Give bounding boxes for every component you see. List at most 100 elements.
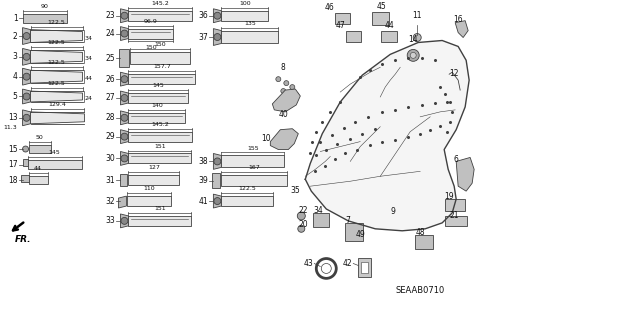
Circle shape <box>121 12 128 19</box>
Text: 140: 140 <box>151 103 163 108</box>
Text: 155: 155 <box>247 145 259 151</box>
Text: 10: 10 <box>260 134 270 143</box>
Text: 20: 20 <box>298 220 308 229</box>
Text: 6: 6 <box>453 155 458 165</box>
Bar <box>28 160 81 169</box>
Polygon shape <box>120 26 129 41</box>
Bar <box>346 31 361 42</box>
Text: 25: 25 <box>106 54 115 63</box>
Text: 40: 40 <box>278 110 288 119</box>
Text: 36: 36 <box>198 11 209 20</box>
Polygon shape <box>270 129 298 150</box>
Polygon shape <box>213 29 221 45</box>
Polygon shape <box>22 110 31 126</box>
Bar <box>221 31 278 43</box>
Text: 19: 19 <box>444 192 454 201</box>
Text: 43: 43 <box>303 259 314 268</box>
Circle shape <box>121 76 128 83</box>
Circle shape <box>121 218 128 224</box>
Text: 22: 22 <box>298 206 308 215</box>
Polygon shape <box>22 28 31 44</box>
Text: 49: 49 <box>355 230 365 239</box>
Circle shape <box>23 114 30 121</box>
Polygon shape <box>213 194 221 208</box>
Text: 145: 145 <box>152 83 164 88</box>
Polygon shape <box>31 30 83 42</box>
Text: 41: 41 <box>199 197 209 205</box>
Text: 14: 14 <box>408 35 418 44</box>
Text: 27: 27 <box>106 93 115 102</box>
Text: 47: 47 <box>335 21 345 30</box>
Polygon shape <box>455 21 468 38</box>
Text: 46: 46 <box>324 3 334 12</box>
Text: 24: 24 <box>84 96 93 101</box>
Polygon shape <box>31 70 83 83</box>
Text: 38: 38 <box>199 157 209 166</box>
Text: 11: 11 <box>412 11 422 20</box>
Circle shape <box>276 77 281 82</box>
Bar <box>129 113 186 123</box>
Text: 150: 150 <box>145 45 157 50</box>
Text: SEAAB0710: SEAAB0710 <box>396 286 445 295</box>
Bar <box>212 173 220 188</box>
Text: 48: 48 <box>415 228 425 237</box>
Polygon shape <box>31 50 83 63</box>
Text: 44: 44 <box>34 166 42 171</box>
Text: 9: 9 <box>390 207 395 216</box>
Text: 5: 5 <box>13 92 17 101</box>
Bar <box>129 74 195 84</box>
Circle shape <box>284 81 289 85</box>
Text: 150: 150 <box>155 42 166 48</box>
Circle shape <box>121 155 128 162</box>
Text: 4: 4 <box>13 72 17 81</box>
Circle shape <box>214 12 221 19</box>
Polygon shape <box>118 196 127 208</box>
Circle shape <box>407 49 419 61</box>
Text: 50: 50 <box>36 135 44 140</box>
Polygon shape <box>120 72 129 86</box>
Text: 12: 12 <box>449 69 459 78</box>
Text: 37: 37 <box>198 33 209 41</box>
Text: 21: 21 <box>449 211 459 220</box>
Text: 16: 16 <box>453 15 463 24</box>
Bar <box>129 153 191 163</box>
Text: 167: 167 <box>248 165 260 170</box>
Text: 15: 15 <box>8 145 17 153</box>
Text: 127: 127 <box>148 165 160 170</box>
Text: 44: 44 <box>84 76 93 81</box>
Polygon shape <box>120 130 129 144</box>
Bar <box>372 12 389 25</box>
Text: 122.5: 122.5 <box>47 60 65 65</box>
Text: 96.9: 96.9 <box>144 19 158 24</box>
Polygon shape <box>22 68 31 85</box>
Bar <box>131 52 191 64</box>
Text: 145.2: 145.2 <box>152 1 170 6</box>
Bar <box>445 199 465 211</box>
Circle shape <box>410 52 416 58</box>
Text: 30: 30 <box>106 154 115 163</box>
Text: 34: 34 <box>314 206 323 215</box>
Circle shape <box>413 33 421 41</box>
Text: 2: 2 <box>13 32 17 41</box>
Text: 34: 34 <box>84 35 93 41</box>
Bar <box>415 235 433 249</box>
Polygon shape <box>120 111 129 125</box>
Text: 34: 34 <box>84 56 93 61</box>
Circle shape <box>214 158 221 165</box>
Circle shape <box>290 85 295 90</box>
Bar <box>120 174 127 186</box>
Bar <box>381 31 397 42</box>
Text: 31: 31 <box>106 176 115 185</box>
Bar <box>361 262 368 273</box>
Bar <box>129 93 188 103</box>
Polygon shape <box>305 41 469 231</box>
Text: 122.5: 122.5 <box>239 186 256 191</box>
Text: 26: 26 <box>106 75 115 84</box>
Bar <box>314 213 329 227</box>
Circle shape <box>321 263 332 273</box>
Text: 32: 32 <box>106 197 115 205</box>
Text: 11.3: 11.3 <box>4 125 17 130</box>
Polygon shape <box>273 89 300 112</box>
Text: 17: 17 <box>8 160 17 169</box>
Circle shape <box>23 33 30 40</box>
